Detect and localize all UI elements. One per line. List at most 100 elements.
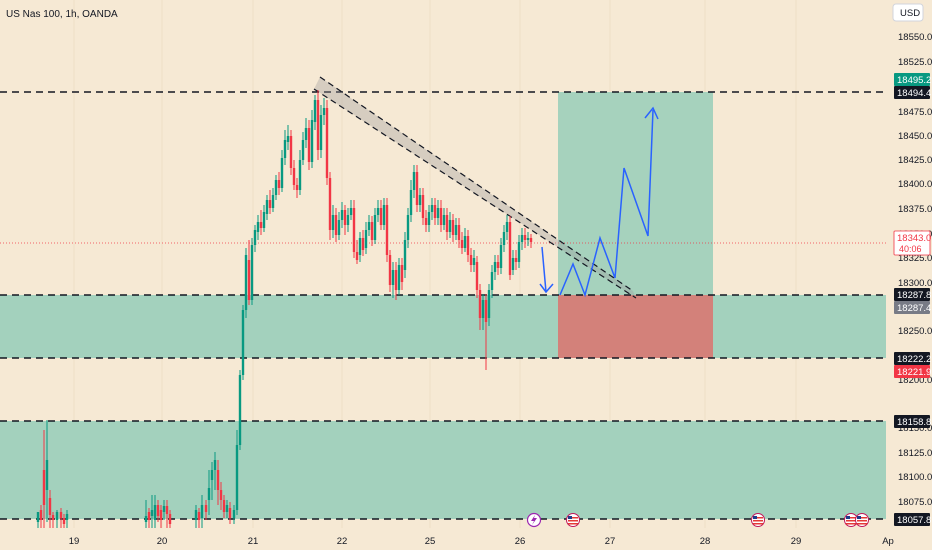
price-tick: 18150.0 xyxy=(898,423,932,434)
candle-body xyxy=(397,265,401,290)
take-profit-area[interactable] xyxy=(558,92,713,295)
candle-body xyxy=(222,500,226,512)
candle-body xyxy=(463,236,467,248)
candle-body xyxy=(466,236,470,255)
candle-body xyxy=(289,136,293,168)
projection-path[interactable] xyxy=(539,106,659,298)
descending-channel-fill xyxy=(314,77,636,298)
candle-body xyxy=(337,220,341,235)
candle-body xyxy=(65,514,69,520)
price-label-lower-zone-bottom: 18057.8 xyxy=(894,513,931,526)
price-tick: 18550.0 xyxy=(898,32,932,43)
trendline-lower[interactable] xyxy=(313,88,637,299)
candle-body xyxy=(472,258,476,265)
candle-body xyxy=(469,255,473,265)
svg-text:18494.4: 18494.4 xyxy=(897,88,931,99)
candle-body xyxy=(165,506,169,514)
us-flag-icon[interactable] xyxy=(751,513,765,527)
candle-body xyxy=(204,505,208,512)
us-flag-icon[interactable] xyxy=(566,513,580,527)
candle-body xyxy=(228,508,232,518)
candle-body xyxy=(526,238,530,240)
candle-body xyxy=(478,290,482,318)
svg-text:40:06: 40:06 xyxy=(899,244,922,254)
candle-body xyxy=(319,115,323,150)
us-flag-icon[interactable] xyxy=(855,513,869,527)
candle-body xyxy=(298,160,302,190)
events-row[interactable] xyxy=(526,512,869,528)
candle-body xyxy=(307,128,311,162)
candle-body xyxy=(445,215,449,232)
candle-body xyxy=(259,222,263,228)
candle-body xyxy=(39,510,43,520)
time-tick: Ap xyxy=(882,536,894,547)
price-label-zone-bottom2: 18221.9 xyxy=(894,365,931,378)
time-tick: 28 xyxy=(700,536,711,547)
svg-text:18287.4: 18287.4 xyxy=(897,303,931,314)
price-tick: 18200.0 xyxy=(898,375,932,386)
candle-body xyxy=(280,158,284,188)
svg-text:18057.8: 18057.8 xyxy=(897,515,931,526)
price-tick: 18375.0 xyxy=(898,204,932,215)
candle-body xyxy=(283,140,287,158)
candle-body xyxy=(216,470,220,490)
currency-button[interactable]: USD xyxy=(892,3,924,22)
candle-body xyxy=(409,190,413,215)
candle-body xyxy=(529,238,533,242)
price-label-zone-top: 18287.8 xyxy=(894,288,931,301)
symbol-title[interactable]: US Nas 100, 1h, OANDA xyxy=(6,9,118,20)
candle-body xyxy=(295,185,299,190)
candle-body xyxy=(232,510,236,518)
candle-body xyxy=(144,516,148,522)
candle-body xyxy=(415,172,419,205)
candlestick-series xyxy=(36,90,533,528)
candle-body xyxy=(511,258,515,270)
svg-text:18221.9: 18221.9 xyxy=(897,367,931,378)
candle-body xyxy=(328,178,332,230)
price-label-lower-zone-top: 18158.8 xyxy=(894,415,931,428)
horizontal-levels[interactable] xyxy=(0,91,886,520)
price-tick: 18125.0 xyxy=(898,448,932,459)
candle-body xyxy=(403,240,407,270)
candle-body xyxy=(373,215,377,240)
candle-body xyxy=(197,512,201,520)
candle-body xyxy=(162,506,166,512)
candle-body xyxy=(210,470,214,480)
candle-body xyxy=(147,512,151,520)
candle-body xyxy=(304,128,308,140)
candle-body xyxy=(418,195,422,205)
candle-body xyxy=(62,518,66,524)
candle-body xyxy=(439,208,443,225)
candle-body xyxy=(388,255,392,285)
stop-loss-area[interactable] xyxy=(558,295,713,358)
price-tick: 18425.0 xyxy=(898,155,932,166)
time-axis[interactable] xyxy=(0,528,932,550)
time-tick: 19 xyxy=(69,536,80,547)
trendline-upper[interactable] xyxy=(319,76,634,292)
demand-zone-upper[interactable] xyxy=(0,295,886,358)
price-tick: 18525.0 xyxy=(898,57,932,68)
demand-zone-lower[interactable] xyxy=(0,421,886,519)
time-tick: 22 xyxy=(337,536,348,547)
candle-body xyxy=(508,222,512,275)
candle-body xyxy=(427,212,431,225)
candle-body xyxy=(310,120,314,162)
candle-body xyxy=(331,215,335,230)
candle-body xyxy=(256,222,260,232)
candle-body xyxy=(219,490,223,500)
svg-text:18495.2: 18495.2 xyxy=(897,75,931,86)
lightning-icon[interactable] xyxy=(526,512,542,528)
candle-body xyxy=(51,515,55,520)
candle-body xyxy=(493,262,497,272)
price-label-resistance: 18494.4 xyxy=(894,86,931,99)
candle-body xyxy=(457,225,461,240)
candle-body xyxy=(370,222,374,240)
candle-body xyxy=(481,300,485,318)
candle-body xyxy=(235,445,239,510)
candle-body xyxy=(448,220,452,232)
time-tick: 21 xyxy=(248,536,259,547)
candle-body xyxy=(454,225,458,235)
svg-text:18222.2: 18222.2 xyxy=(897,354,931,365)
price-tick: 18475.0 xyxy=(898,107,932,118)
